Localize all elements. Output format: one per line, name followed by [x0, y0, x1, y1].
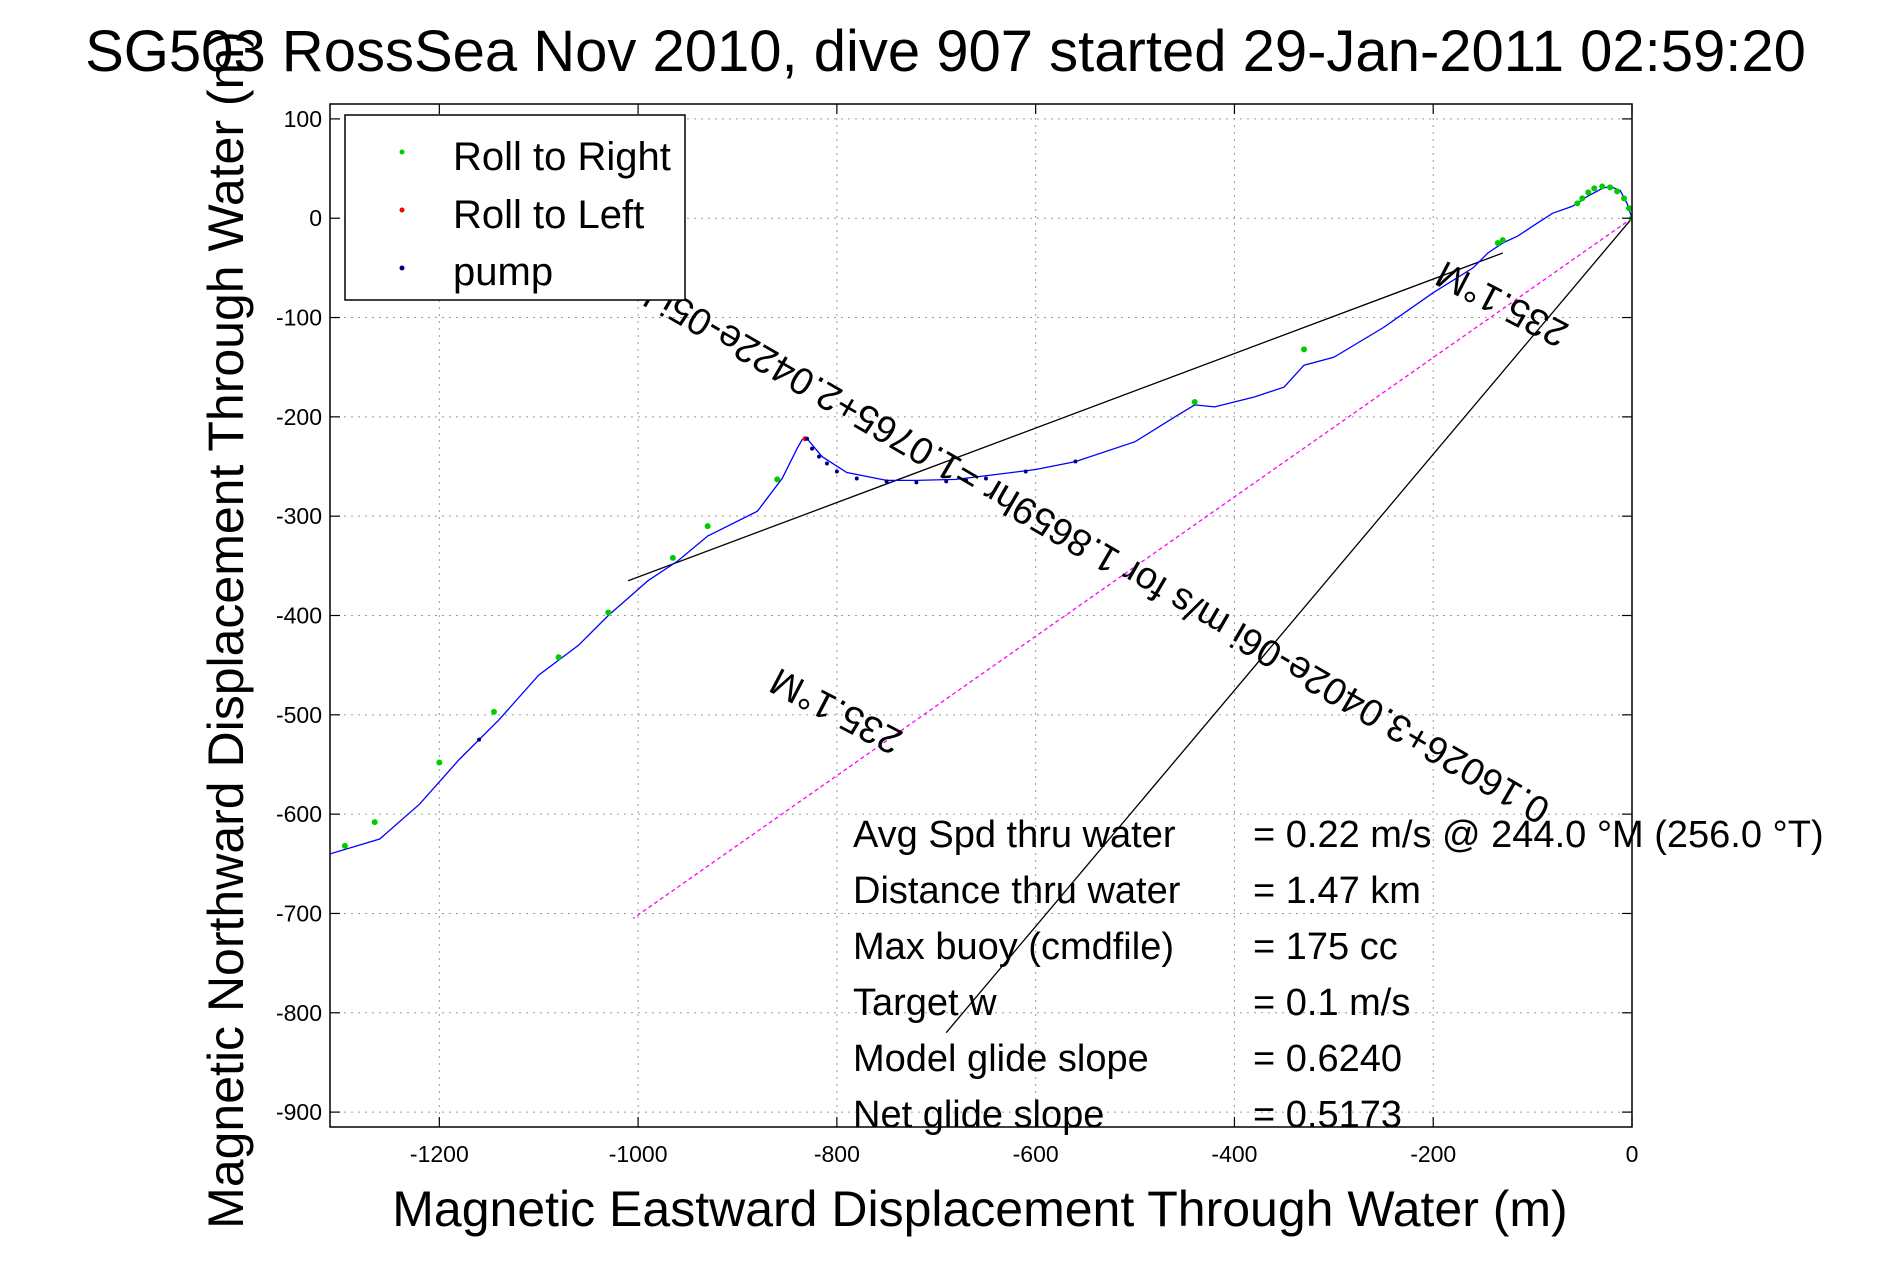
x-axis-label: Magnetic Eastward Displacement Through W…: [392, 1181, 1568, 1237]
reference-line: [945, 217, 1632, 1034]
x-tick-label: -1000: [609, 1141, 668, 1167]
stat-value: = 0.6240: [1253, 1038, 1402, 1080]
y-tick-label: -900: [276, 1099, 322, 1125]
legend: Roll to Right Roll to Left pump: [344, 114, 686, 301]
roll-right-point: [555, 654, 562, 661]
rotated-annotations: 235.1°M0.16026+3.0402e-06i m/s for 1.865…: [602, 252, 1575, 832]
roll-right-point: [669, 554, 676, 561]
roll-right-point: [1191, 398, 1198, 405]
legend-marker-roll-left: [399, 207, 405, 213]
roll-right-point: [1599, 183, 1606, 190]
rotated-label: 235.1°M: [1430, 252, 1575, 355]
roll-right-point: [704, 523, 711, 530]
y-axis-label: Magnetic Northward Displacement Through …: [198, 31, 254, 1229]
roll-right-point: [1614, 188, 1621, 195]
roll-right-point: [1574, 200, 1581, 207]
reference-lines: [627, 217, 1632, 1034]
roll-right-point: [1591, 185, 1598, 192]
pump-point: [944, 479, 949, 484]
roll-right-point: [1626, 205, 1632, 212]
stat-label: Max buoy (cmdfile): [853, 926, 1174, 968]
stat-label: Model glide slope: [853, 1038, 1149, 1080]
y-tick-label: 100: [284, 106, 322, 132]
pump-point: [477, 737, 482, 742]
y-tick-label: -100: [276, 305, 322, 331]
stats-block: Avg Spd thru water = 0.22 m/s @ 244.0 °M …: [853, 814, 1824, 1136]
stat-value: = 175 cc: [1253, 926, 1398, 968]
roll-right-point: [371, 819, 378, 826]
tick-labels: -1200 -1000 -800 -600 -400 -200 0 100 0 -100 -200 -…: [276, 104, 1638, 1167]
y-tick-label: -200: [276, 404, 322, 430]
roll-right-point: [1607, 184, 1614, 191]
pump-point: [1073, 459, 1078, 464]
stat-value: = 1.47 km: [1253, 870, 1421, 912]
roll-right-point: [1301, 346, 1308, 353]
y-tick-label: -800: [276, 1000, 322, 1026]
pump-point: [914, 480, 919, 485]
stat-value: = 0.22 m/s @ 244.0 °M (256.0 °T): [1253, 814, 1824, 856]
legend-marker-pump: [399, 265, 405, 271]
x-tick-label: -600: [1013, 1141, 1059, 1167]
roll-right-point: [490, 708, 497, 715]
pump-point: [964, 478, 969, 483]
pump-point: [834, 469, 839, 474]
points-layer: [341, 183, 1632, 849]
roll-right-point: [1499, 237, 1506, 244]
rotated-label: 235.1°M: [764, 659, 909, 762]
legend-marker-roll-right: [399, 149, 405, 155]
pump-point: [810, 446, 815, 451]
y-tick-label: -600: [276, 801, 322, 827]
stat-value: = 0.5173: [1253, 1094, 1402, 1136]
stat-label: Net glide slope: [853, 1094, 1104, 1136]
pump-point: [854, 476, 859, 481]
legend-label-roll-right: Roll to Right: [453, 135, 671, 179]
stat-label: Target w: [853, 982, 997, 1024]
x-tick-label: -800: [814, 1141, 860, 1167]
roll-right-point: [436, 759, 443, 766]
heading-line: [632, 217, 1632, 919]
roll-right-point: [341, 842, 348, 849]
pump-point: [884, 479, 889, 484]
x-tick-label: -1200: [410, 1141, 469, 1167]
roll-right-point: [1494, 240, 1501, 247]
stat-label: Avg Spd thru water: [853, 814, 1176, 856]
roll-right-point: [1579, 195, 1586, 202]
reference-line: [627, 252, 1504, 582]
roll-right-point: [1585, 189, 1592, 196]
x-tick-label: 0: [1626, 1141, 1639, 1167]
x-tick-label: -400: [1211, 1141, 1257, 1167]
plot-area: [330, 183, 1632, 1034]
legend-label-roll-left: Roll to Left: [453, 193, 644, 237]
roll-right-point: [605, 609, 612, 616]
roll-right-point: [774, 476, 781, 483]
y-tick-label: -500: [276, 702, 322, 728]
y-tick-label: 0: [309, 205, 322, 231]
pump-point: [824, 461, 829, 466]
y-tick-label: -400: [276, 603, 322, 629]
rotated-label: 0.16026+3.0402e-06i m/s for 1.8659hr =1.…: [602, 252, 1557, 832]
pump-point: [805, 436, 810, 441]
x-tick-label: -200: [1410, 1141, 1456, 1167]
chart-title: SG503 RossSea Nov 2010, dive 907 started…: [85, 19, 1806, 84]
pump-point: [1023, 469, 1028, 474]
roll-right-point: [1621, 195, 1628, 202]
stat-label: Distance thru water: [853, 870, 1181, 912]
y-tick-label: -300: [276, 503, 322, 529]
pump-point: [816, 454, 821, 459]
stat-value: = 0.1 m/s: [1253, 982, 1410, 1024]
pump-point: [983, 476, 988, 481]
legend-label-pump: pump: [453, 250, 553, 294]
y-tick-label: -700: [276, 900, 322, 926]
